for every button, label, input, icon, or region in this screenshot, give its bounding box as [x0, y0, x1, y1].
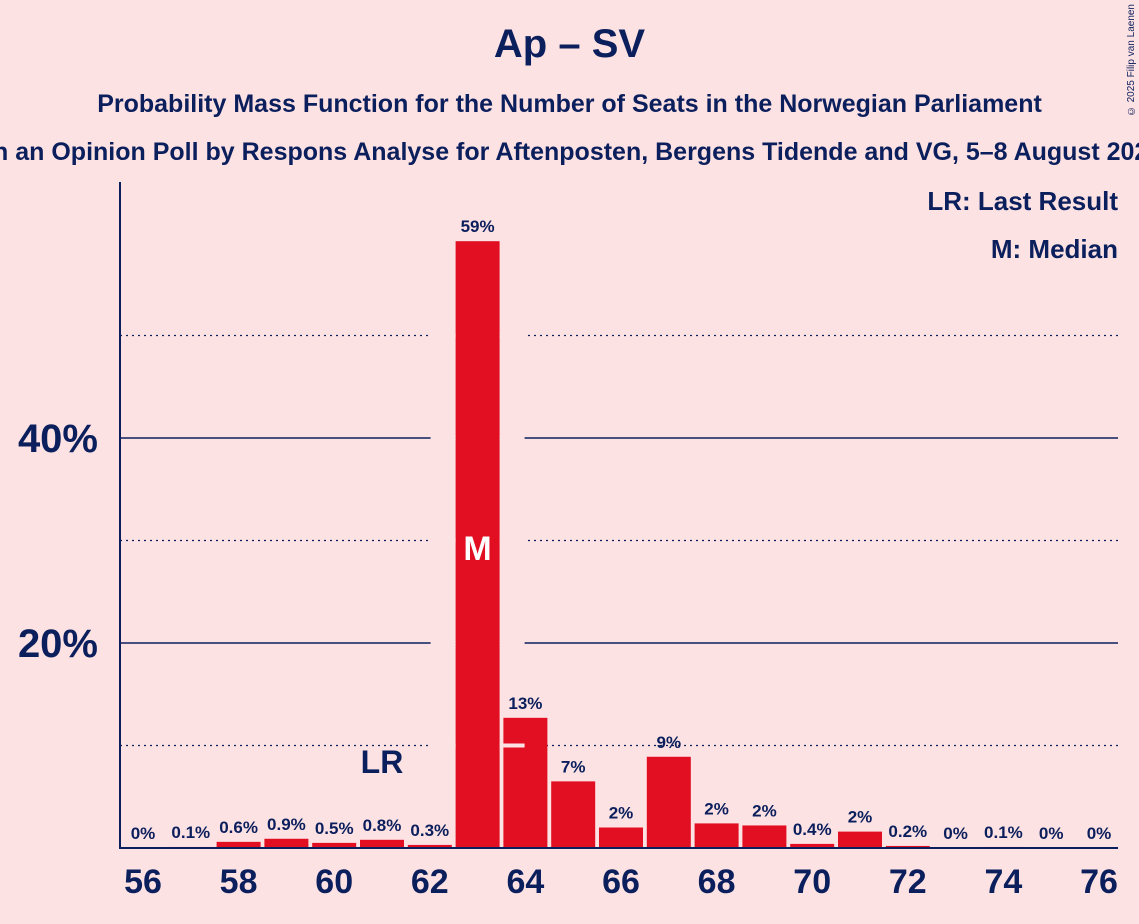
bar-label-61: 0.8% — [363, 816, 402, 835]
gridline-gap — [499, 743, 525, 748]
bar-label-63: 59% — [461, 217, 495, 236]
x-tick-label: 74 — [984, 863, 1022, 901]
bar-label-62: 0.3% — [410, 821, 449, 840]
bar-63 — [455, 241, 500, 848]
bar-62 — [407, 844, 452, 848]
bar-label-73: 0% — [943, 824, 968, 843]
bar-61 — [360, 839, 404, 848]
chart-subtitle-source: on an Opinion Poll by Respons Analyse fo… — [0, 138, 1139, 166]
bar-70 — [790, 843, 835, 848]
bar-67 — [646, 756, 691, 848]
x-tick-label: 56 — [124, 863, 162, 901]
bar-label-68: 2% — [704, 799, 729, 818]
bar-label-64: 13% — [508, 694, 542, 713]
bar-64 — [503, 717, 548, 848]
bar-label-74: 0.1% — [984, 823, 1023, 842]
gridline-gap — [499, 333, 525, 338]
bar-label-76: 0% — [1087, 824, 1112, 843]
bar-label-66: 2% — [609, 804, 634, 823]
chart-title: Ap – SV — [493, 22, 646, 66]
gridline-gap — [499, 538, 525, 543]
x-tick-label: 60 — [315, 863, 353, 901]
gridline-gap — [430, 333, 456, 338]
bar-label-65: 7% — [561, 757, 586, 776]
bar-label-59: 0.9% — [267, 815, 306, 834]
x-tick-label: 64 — [506, 863, 544, 901]
bar-label-67: 9% — [657, 733, 682, 752]
x-tick-label: 68 — [698, 863, 736, 901]
x-tick-label: 72 — [889, 863, 927, 901]
x-tick-label: 70 — [793, 863, 831, 901]
y-tick-label: 20% — [18, 622, 98, 666]
median-marker: M — [463, 530, 491, 568]
bar-label-69: 2% — [752, 801, 777, 820]
gridline-gap — [430, 436, 456, 440]
bar-label-57: 0.1% — [171, 823, 210, 842]
bar-59 — [264, 838, 309, 848]
bar-label-71: 2% — [848, 808, 873, 827]
bar-65 — [551, 781, 596, 848]
gridline-gap — [499, 641, 525, 645]
bar-label-60: 0.5% — [315, 819, 354, 838]
bar-58 — [216, 841, 261, 848]
gridline-gap — [499, 436, 525, 440]
gridline-gap — [430, 538, 456, 543]
bar-label-70: 0.4% — [793, 820, 832, 839]
bar-69 — [742, 825, 787, 848]
bar-66 — [599, 827, 643, 848]
bar-68 — [694, 823, 739, 848]
bar-60 — [312, 842, 357, 848]
bar-71 — [838, 831, 882, 848]
bar-72 — [885, 845, 930, 848]
x-tick-label: 66 — [602, 863, 640, 901]
y-tick-label: 40% — [18, 417, 98, 461]
gridline-gap — [430, 641, 456, 645]
bar-label-56: 0% — [131, 824, 156, 843]
bar-label-58: 0.6% — [219, 818, 258, 837]
legend-last-result: LR: Last Result — [927, 186, 1118, 216]
legend-median: M: Median — [990, 234, 1118, 264]
bar-label-75: 0% — [1039, 824, 1064, 843]
bar-label-72: 0.2% — [888, 822, 927, 841]
x-tick-label: 76 — [1080, 863, 1118, 901]
x-tick-label: 58 — [220, 863, 258, 901]
gridline-gap — [430, 743, 456, 748]
x-tick-label: 62 — [411, 863, 449, 901]
last-result-marker: LR — [361, 744, 404, 780]
chart-subtitle: Probability Mass Function for the Number… — [97, 90, 1042, 118]
